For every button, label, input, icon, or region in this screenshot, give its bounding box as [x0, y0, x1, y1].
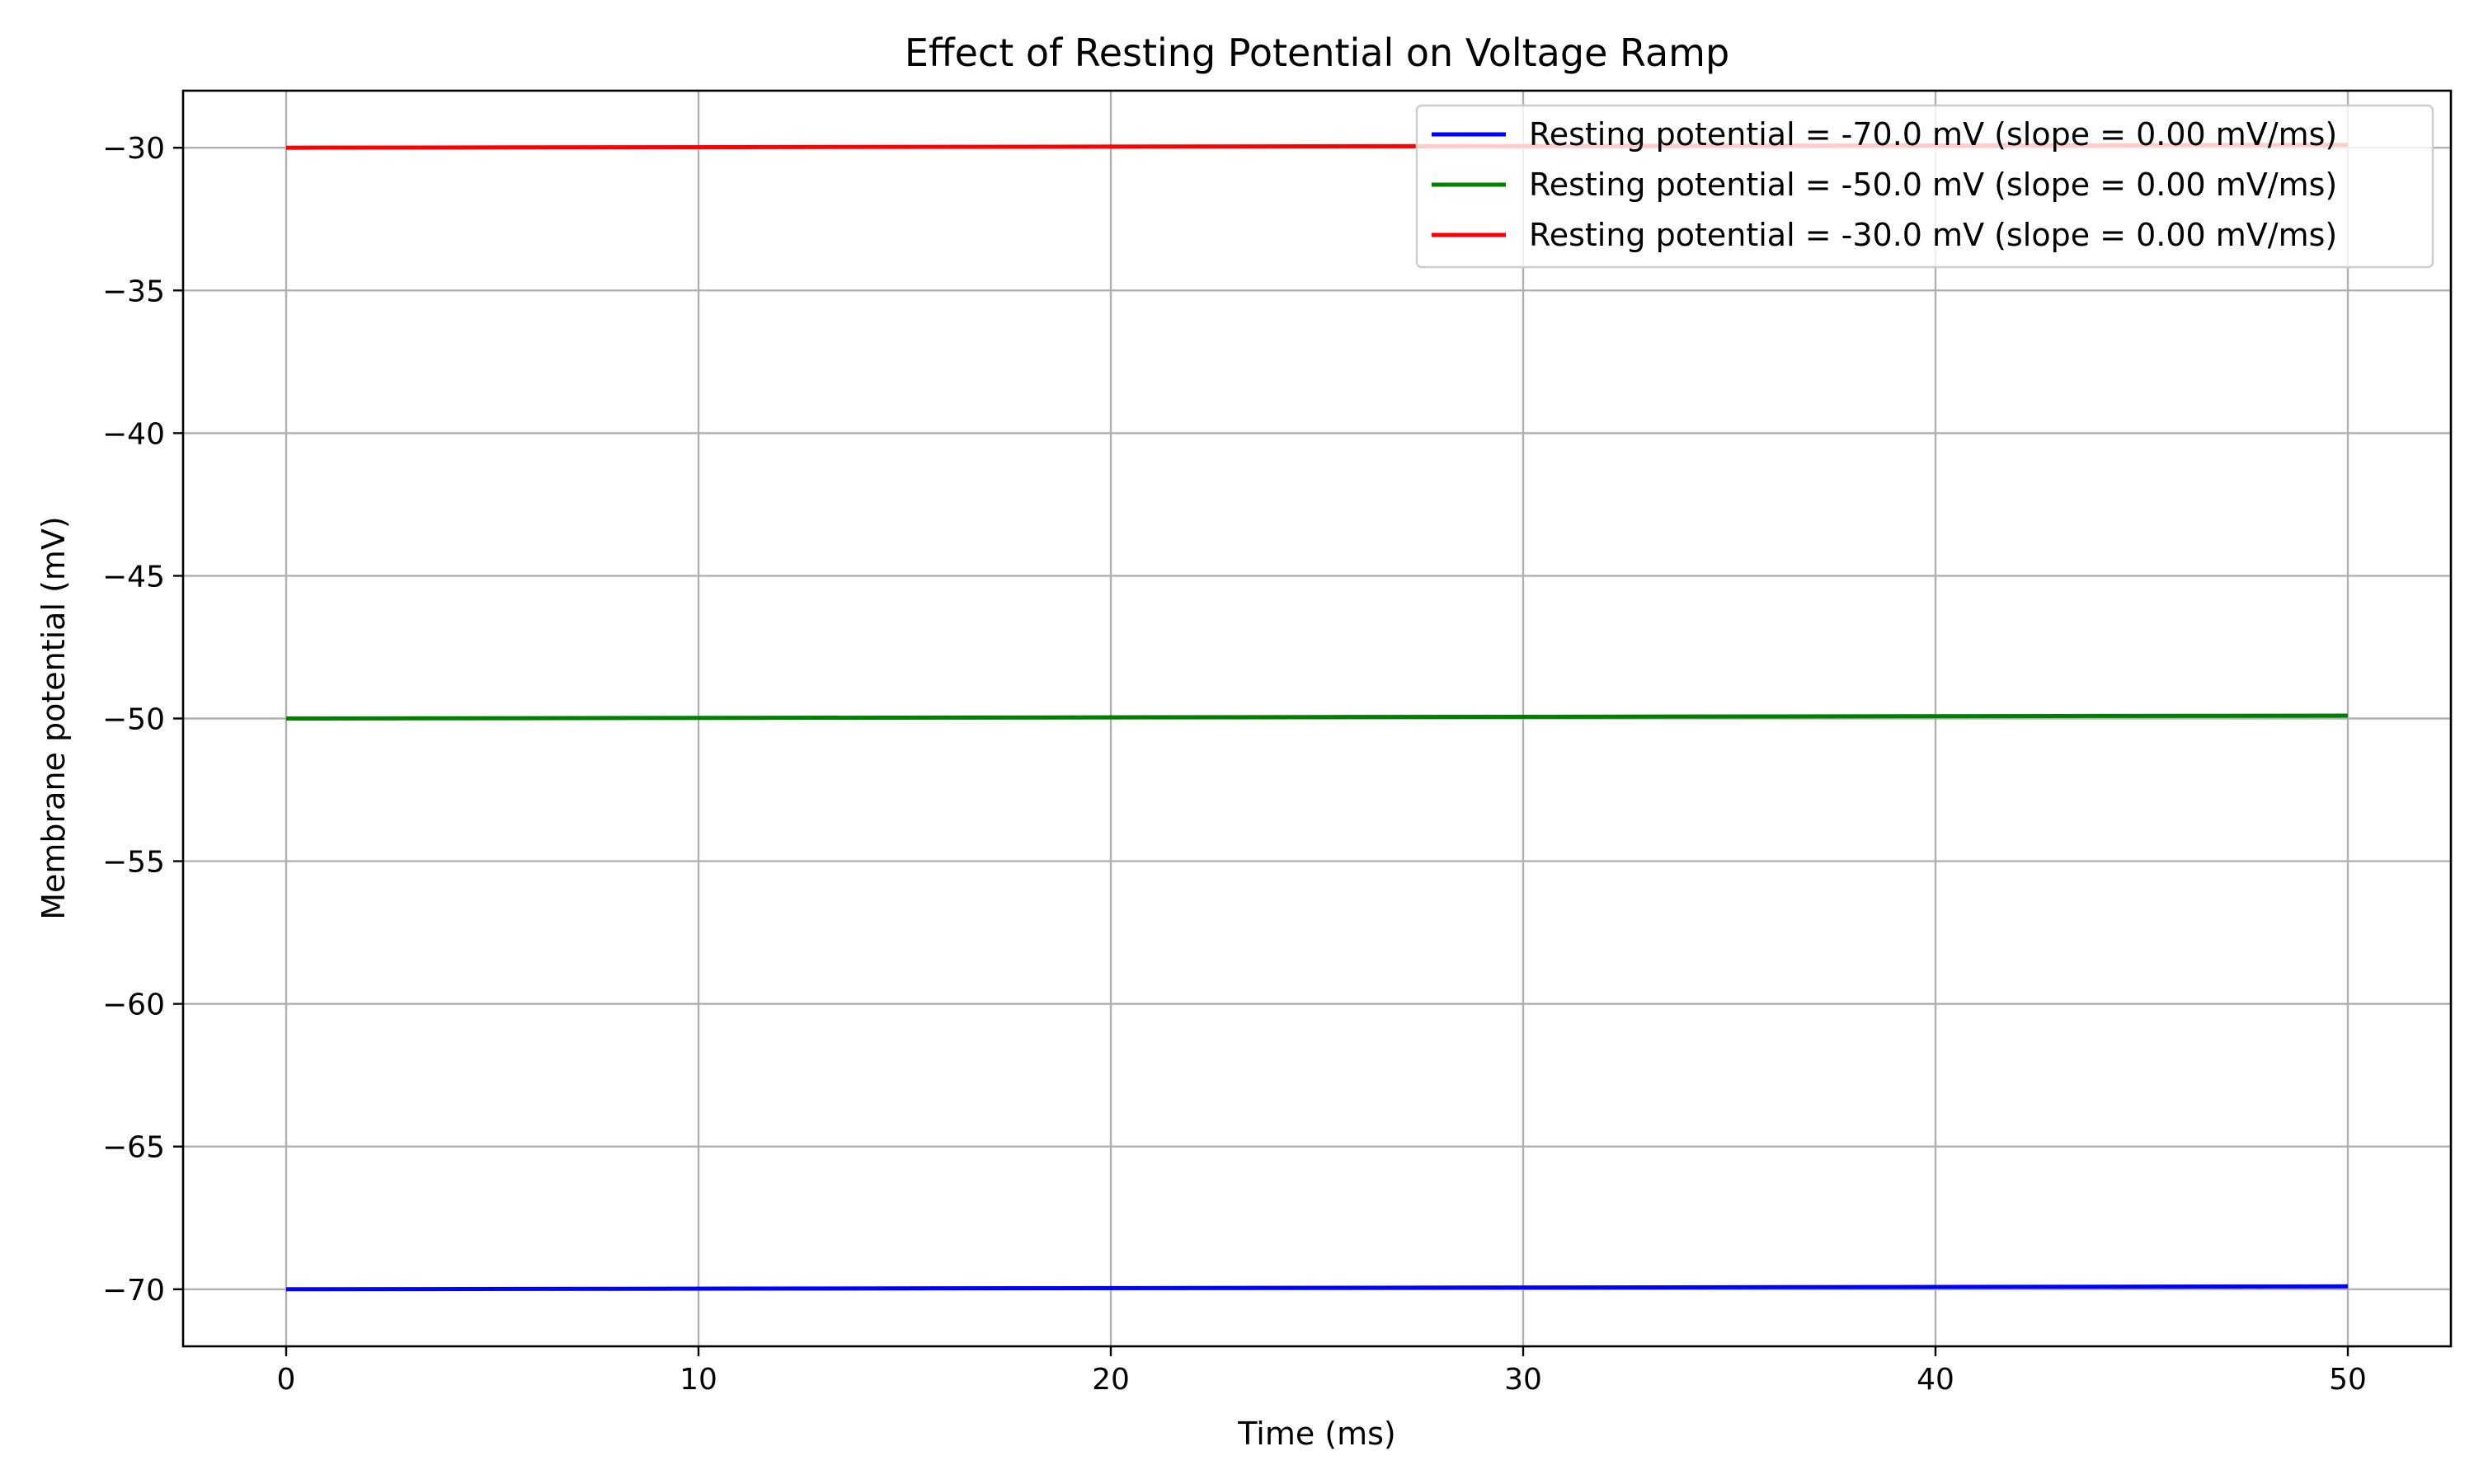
y-tick-label: −70: [102, 1274, 165, 1308]
y-tick-label: −65: [102, 1131, 165, 1165]
y-axis-label: Membrane potential (mV): [35, 516, 72, 920]
y-tick-label: −35: [102, 275, 165, 308]
y-tick-label: −45: [102, 560, 165, 594]
y-tick-label: −30: [102, 132, 165, 166]
x-tick-label: 10: [680, 1363, 717, 1397]
y-tick-label: −50: [102, 703, 165, 737]
y-tick-label: −55: [102, 846, 165, 880]
tick-layer: 0 10 20 30 40 50 −30 −35 −40 −45 −50 −55 −60 −65 −70: [102, 132, 2367, 1397]
chart-title: Effect of Resting Potential on Voltage R…: [905, 31, 1729, 75]
x-tick-label: 0: [277, 1363, 296, 1397]
legend: Resting potential = -70.0 mV (slope = 0.…: [1415, 104, 2434, 269]
series-line-2: [285, 713, 2349, 721]
x-tick-label: 20: [1092, 1363, 1130, 1397]
y-tick-label: −40: [102, 417, 165, 451]
x-tick-label: 40: [1917, 1363, 1954, 1397]
x-tick-label: 50: [2329, 1363, 2367, 1397]
x-tick-label: 30: [1504, 1363, 1542, 1397]
legend-entries: Resting potential = -70.0 mV (slope = 0.…: [1432, 116, 2337, 253]
legend-box: [1415, 104, 2434, 269]
x-axis-label: Time (ms): [1237, 1416, 1396, 1452]
legend-label-2: Resting potential = -50.0 mV (slope = 0.…: [1529, 167, 2337, 203]
y-tick-label: −60: [102, 989, 165, 1022]
series-line-1: [285, 1284, 2349, 1292]
legend-label-3: Resting potential = -30.0 mV (slope = 0.…: [1529, 217, 2337, 253]
legend-label-1: Resting potential = -70.0 mV (slope = 0.…: [1529, 116, 2337, 153]
